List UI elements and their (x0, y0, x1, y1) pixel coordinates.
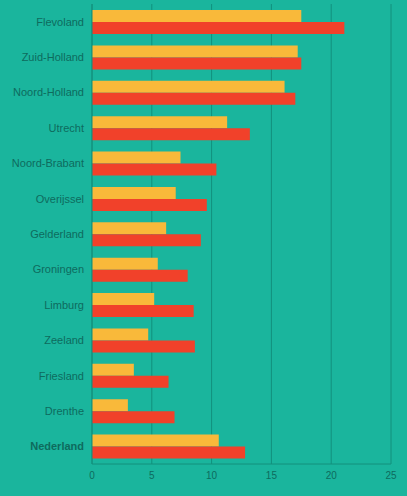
svg-text:Noord-Brabant: Noord-Brabant (12, 157, 84, 169)
svg-text:Limburg: Limburg (44, 299, 84, 311)
svg-text:Groningen: Groningen (33, 263, 84, 275)
svg-text:25: 25 (385, 470, 397, 481)
svg-text:Drenthe: Drenthe (45, 405, 84, 417)
svg-text:Flevoland: Flevoland (36, 16, 84, 28)
svg-text:Noord-Holland: Noord-Holland (13, 86, 84, 98)
svg-text:Gelderland: Gelderland (30, 228, 84, 240)
svg-text:20: 20 (326, 470, 338, 481)
svg-text:Utrecht: Utrecht (49, 122, 84, 134)
svg-text:Nederland: Nederland (30, 440, 84, 452)
svg-text:10: 10 (206, 470, 218, 481)
svg-text:5: 5 (149, 470, 155, 481)
svg-text:15: 15 (266, 470, 278, 481)
svg-text:Zeeland: Zeeland (44, 334, 84, 346)
svg-text:Friesland: Friesland (39, 370, 84, 382)
svg-text:0: 0 (89, 470, 95, 481)
svg-text:Overijssel: Overijssel (36, 193, 84, 205)
svg-text:Zuid-Holland: Zuid-Holland (22, 51, 84, 63)
